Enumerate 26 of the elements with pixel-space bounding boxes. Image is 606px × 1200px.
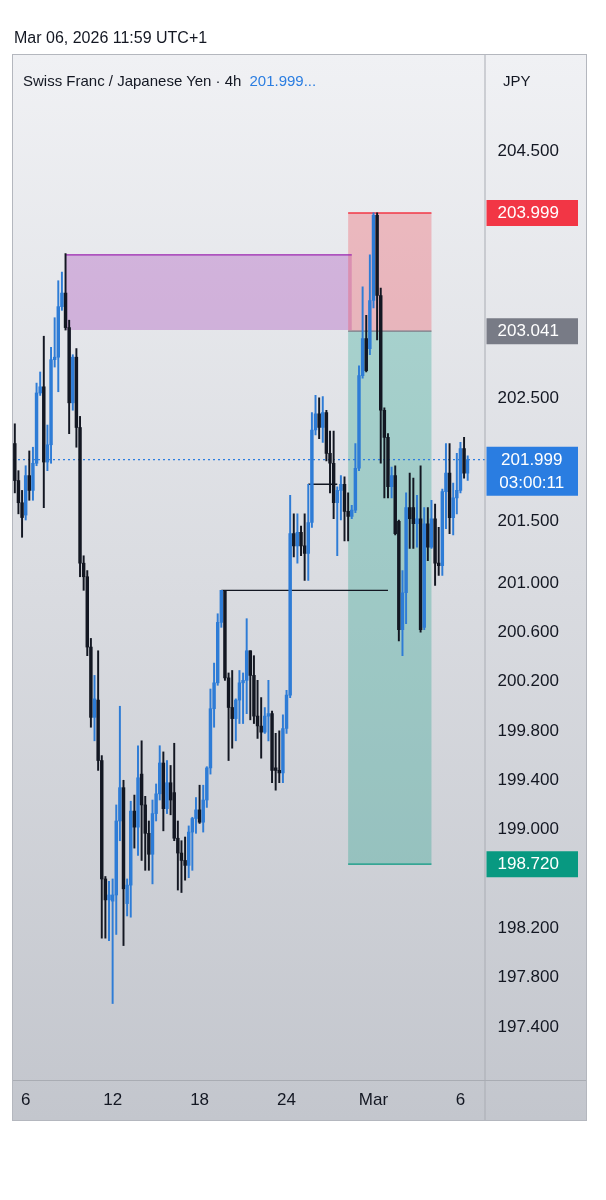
y-tick-label: 199.400 [497,769,559,789]
y-tick-label: 198.200 [497,917,559,937]
y-tick-label: 201.000 [497,572,559,592]
x-tick-label: 18 [190,1089,210,1109]
y-tick-label: 202.500 [497,387,559,407]
y-tick-label: 200.200 [497,671,559,691]
y-tick-label: 204.500 [497,140,559,160]
x-tick-label: 6 [455,1089,466,1109]
y-tick-label: 200.600 [497,621,559,641]
text: 201.999... [249,72,317,89]
text: Mar 06, 2026 11:59 UTC+1 [14,28,208,48]
y-tick-label: 203.041 [497,320,559,340]
y-tick-label: 199.000 [497,819,559,839]
x-tick-label: 24 [277,1089,296,1109]
y-tick-label: 198.720 [497,853,559,873]
y-axis-title: JPY [503,71,531,91]
x-tick-label: Mar [358,1089,389,1109]
y-tick-label: 197.800 [497,967,559,987]
text: Swiss Franc / Japanese Yen · 4h [23,72,242,89]
y-tick-label: 201.500 [497,510,559,530]
ref-line-label: 201.999 03:00:11 [499,450,565,493]
y-tick-label: 203.999 [497,202,559,222]
x-tick-label: 12 [103,1089,123,1109]
y-tick-label: 197.400 [497,1016,559,1036]
y-tick-label: 199.800 [497,720,559,740]
x-tick-label: 6 [20,1089,31,1109]
